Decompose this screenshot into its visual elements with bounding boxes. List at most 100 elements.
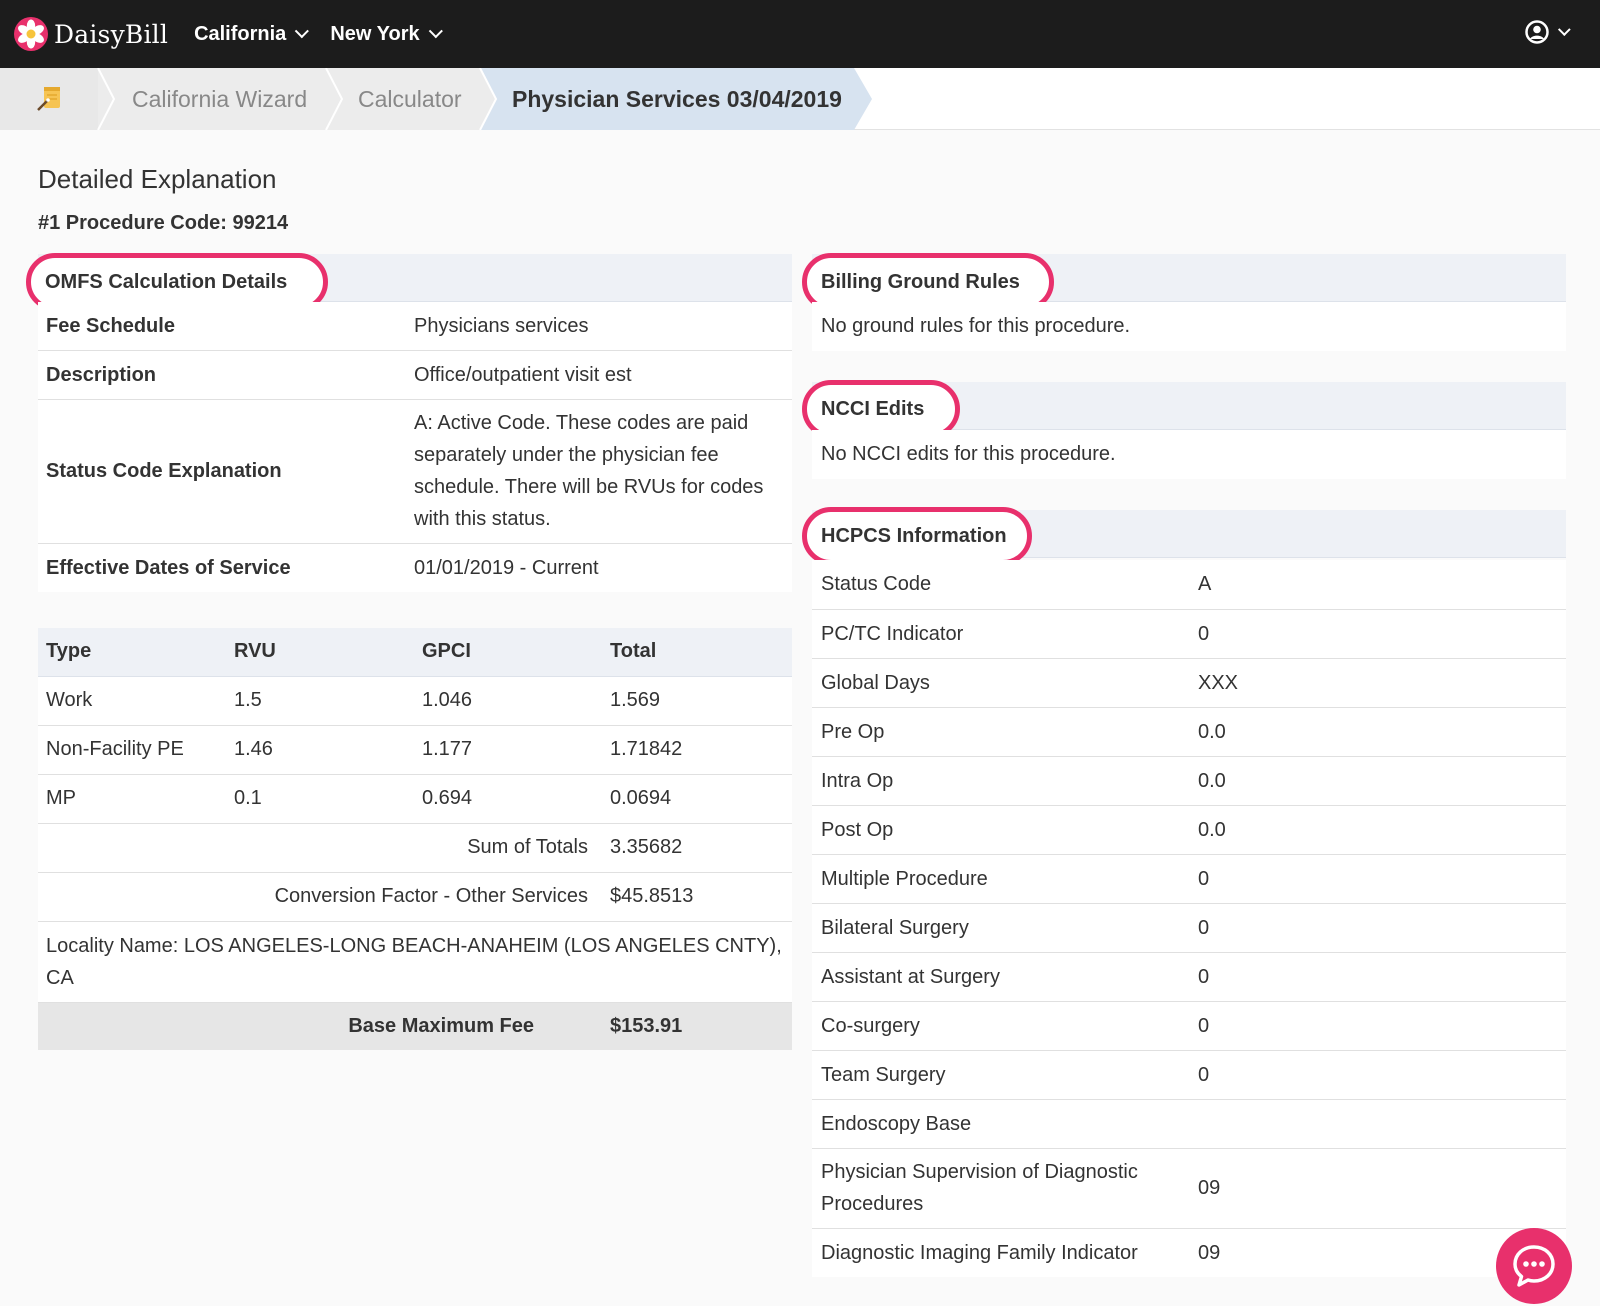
row-key: Post Op [812, 805, 1189, 855]
row-key: Physician Supervision of Diagnostic Proc… [812, 1148, 1189, 1229]
locality-row: Locality Name: LOS ANGELES-LONG BEACH-AN… [38, 921, 792, 1003]
table-row: Work 1.5 1.046 1.569 [38, 676, 792, 726]
table-row: Team Surgery 0 [812, 1050, 1566, 1100]
table-row: Bilateral Surgery 0 [812, 903, 1566, 953]
conversion-factor-label: Conversion Factor - Other Services [38, 872, 602, 922]
rvu-header-row: Type RVU GPCI Total [38, 628, 792, 677]
nav-california-label: California [194, 22, 287, 45]
table-row: Diagnostic Imaging Family Indicator 09 [812, 1228, 1566, 1277]
row-key: Status Code [812, 560, 1189, 610]
row-key: Endoscopy Base [812, 1099, 1189, 1149]
table-row: Effective Dates of Service 01/01/2019 - … [38, 543, 792, 592]
chevron-down-icon [1557, 22, 1571, 36]
conversion-factor-value: $45.8513 [602, 872, 792, 922]
table-row: Fee Schedule Physicians services [38, 302, 792, 351]
breadcrumb: California Wizard Calculator Physician S… [0, 68, 1600, 130]
row-value: A [1189, 560, 1566, 610]
row-value: Physicians services [414, 302, 792, 351]
row-value: 0 [1189, 1050, 1566, 1100]
table-row: Non-Facility PE 1.46 1.177 1.71842 [38, 725, 792, 775]
row-value: 0 [1189, 609, 1566, 659]
daisy-icon [14, 17, 48, 51]
billing-rules-text: No ground rules for this procedure. [812, 302, 1566, 351]
breadcrumb-current-page: Physician Services 03/04/2019 [480, 68, 854, 130]
breadcrumb-home[interactable] [0, 68, 98, 130]
table-row: Physician Supervision of Diagnostic Proc… [812, 1148, 1566, 1229]
cell: 1.46 [226, 725, 414, 775]
top-navbar: DaisyBill California New York [0, 0, 1600, 68]
cell: MP [38, 774, 226, 824]
sum-value: 3.35682 [602, 823, 792, 873]
chevron-down-icon [295, 24, 310, 39]
table-row: Post Op 0.0 [812, 805, 1566, 855]
cell: Non-Facility PE [38, 725, 226, 775]
table-row: Intra Op 0.0 [812, 756, 1566, 806]
row-value: 01/01/2019 - Current [414, 556, 599, 579]
table-row: Co-surgery 0 [812, 1001, 1566, 1051]
base-fee-label: Base Maximum Fee [38, 1002, 602, 1050]
user-menu[interactable] [1525, 20, 1571, 44]
cell: 1.177 [414, 725, 602, 775]
chat-bubble-icon [1513, 1245, 1555, 1287]
billing-rules-heading: Billing Ground Rules [802, 253, 1054, 311]
base-fee-row: Base Maximum Fee $153.91 [38, 1002, 792, 1050]
hcpcs-table: Status Code A PC/TC Indicator 0 Global Day… [812, 560, 1566, 1277]
notepad-wand-icon [37, 87, 60, 111]
chevron-down-icon [428, 24, 443, 39]
table-row: Assistant at Surgery 0 [812, 952, 1566, 1002]
row-key: PC/TC Indicator [812, 609, 1189, 659]
cell: 1.569 [602, 676, 792, 726]
breadcrumb-chevrons [97, 68, 872, 130]
cell: Work [38, 676, 226, 726]
row-key: Co-surgery [812, 1001, 1189, 1051]
row-value: 0 [1189, 1001, 1566, 1051]
row-key: Team Surgery [812, 1050, 1189, 1100]
base-fee-value: $153.91 [602, 1002, 792, 1050]
table-row: MP 0.1 0.694 0.0694 [38, 774, 792, 824]
row-value: 09 [1198, 1241, 1221, 1264]
row-key: Multiple Procedure [812, 854, 1189, 904]
column-header: Type [38, 628, 226, 677]
row-key: Pre Op [812, 707, 1189, 757]
brand-logo[interactable]: DaisyBill [14, 17, 168, 51]
column-header: GPCI [414, 628, 602, 677]
row-value: Office/outpatient visit est [414, 350, 792, 400]
row-value: 09 [1189, 1148, 1566, 1229]
cell: 0.1 [226, 774, 414, 824]
column-header: RVU [226, 628, 414, 677]
procedure-code: #1 Procedure Code: 99214 [38, 212, 289, 234]
row-value: 0.0 [1189, 805, 1566, 855]
nav-new-york-dropdown[interactable]: New York [330, 22, 443, 46]
nav-new-york-label: New York [330, 22, 420, 45]
row-value [1189, 1099, 1566, 1149]
row-value: 0 [1189, 903, 1566, 953]
row-key: Status Code Explanation [38, 399, 414, 544]
table-row: Description Office/outpatient visit est [38, 350, 792, 400]
table-row: Global Days XXX [812, 658, 1566, 708]
row-value: A: Active Code. These codes are paid sep… [414, 399, 792, 544]
row-key: Global Days [812, 658, 1189, 708]
table-row: Status Code A [812, 560, 1566, 610]
chat-button[interactable] [1496, 1228, 1572, 1304]
table-row: PC/TC Indicator 0 [812, 609, 1566, 659]
sum-row: Sum of Totals 3.35682 [38, 823, 792, 873]
nav-california-dropdown[interactable]: California [194, 22, 310, 46]
breadcrumb-california-wizard[interactable]: California Wizard [98, 68, 326, 130]
row-key: Effective Dates of Service [46, 556, 291, 579]
cell: 1.71842 [602, 725, 792, 775]
rvu-table: Type RVU GPCI Total Work 1.5 1.046 1.569… [38, 628, 792, 1050]
table-row: Multiple Procedure 0 [812, 854, 1566, 904]
row-key: Bilateral Surgery [812, 903, 1189, 953]
row-key: Diagnostic Imaging Family Indicator [821, 1241, 1138, 1264]
row-value: 0.0 [1189, 707, 1566, 757]
table-row: Endoscopy Base [812, 1099, 1566, 1149]
table-row: Status Code Explanation A: Active Code. … [38, 399, 792, 544]
row-value: XXX [1189, 658, 1566, 708]
breadcrumb-calculator[interactable]: Calculator [326, 68, 480, 130]
locality-name: Locality Name: LOS ANGELES-LONG BEACH-AN… [38, 921, 792, 1003]
row-key: Description [38, 350, 414, 400]
sum-label: Sum of Totals [38, 823, 602, 873]
row-key: Assistant at Surgery [812, 952, 1189, 1002]
row-value: 0.0 [1189, 756, 1566, 806]
row-key: Intra Op [812, 756, 1189, 806]
